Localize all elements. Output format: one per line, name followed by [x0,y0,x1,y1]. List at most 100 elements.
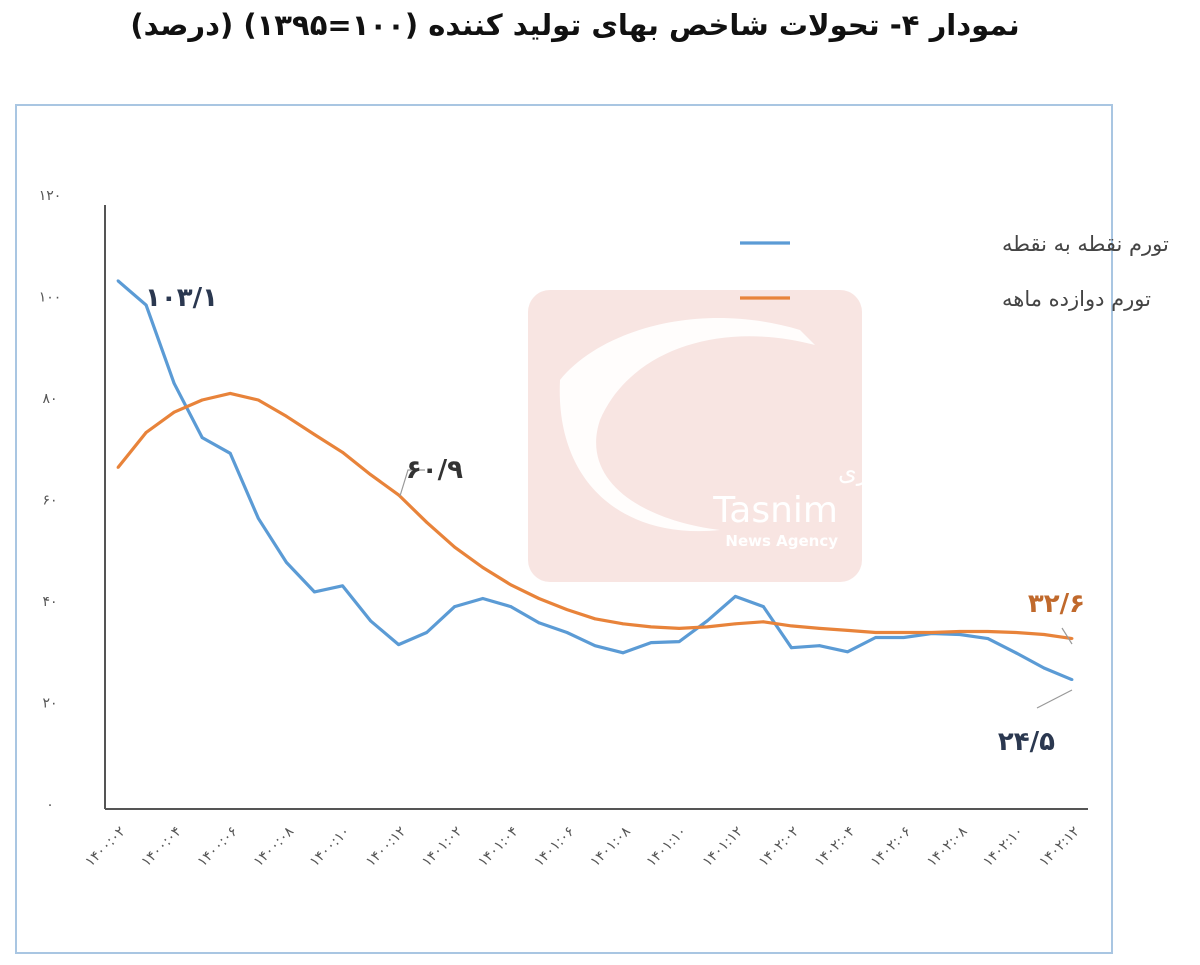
data-point [986,637,990,640]
data-point [369,619,372,623]
data-point [1070,678,1074,682]
data-label: ۱۰۳/۱ [145,283,218,313]
x-tick-label: ۱۴۰۱:۱۲ [700,824,747,871]
y-tick-label: ۱۰۰ [39,290,62,306]
data-point [790,646,793,650]
data-point [1014,651,1018,655]
data-point [1070,637,1074,640]
x-tick-label: ۱۴۰۰:۰۲ [82,824,129,871]
data-point [200,436,204,439]
y-tick-label: ۰ [46,797,54,813]
x-tick-label: ۱۴۰۱:۰۴ [475,824,522,871]
data-point [284,561,288,564]
data-point [621,622,625,626]
data-point [537,621,541,625]
data-point [790,624,793,628]
x-tick-label: ۱۴۰۲:۰۲ [756,824,803,871]
data-point [116,279,120,283]
data-point [874,631,878,634]
data-point [200,398,204,402]
data-point [481,566,485,569]
data-point [228,451,232,455]
data-label: ۲۴/۵ [998,727,1055,757]
data-point [537,597,541,600]
data-point [649,625,653,629]
x-tick-label: ۱۴۰۰:۰۴ [138,824,185,871]
legend-label-2: تورم دوازده ماهه [1002,287,1151,311]
data-point [593,644,597,648]
x-tick-label: ۱۴۰۰:۰۸ [251,823,298,870]
data-point [565,631,569,634]
x-tick-label: ۱۴۰۲:۰۴ [812,824,859,871]
data-point [818,627,821,630]
data-point [677,640,681,643]
chart-frame [15,104,1113,954]
legend-label-1: تورم نقطه به نقطه [1002,232,1169,256]
watermark-text-en: Tasnim [712,490,838,531]
data-point [341,584,344,588]
y-tick-label: ۱۲۰ [39,188,62,204]
annotation-leader [1036,689,1073,709]
data-point [425,520,429,524]
x-tick-label: ۱۴۰۲:۱۰ [980,824,1027,871]
data-point [705,619,709,623]
data-point [256,516,260,520]
data-point [228,392,232,395]
data-point [649,641,653,645]
watermark-text-fa: خبرگزاری [838,458,935,486]
data-point [874,636,878,639]
data-point [509,605,513,608]
data-point [733,622,737,626]
annotation-leader [399,469,425,497]
data-point [677,627,681,630]
data-point [256,398,260,402]
data-point [1014,631,1018,634]
x-tick-label: ۱۴۰۲:۰۸ [924,823,971,870]
data-point [341,450,344,454]
data-point [902,636,906,639]
data-point [313,590,316,594]
data-point [284,414,288,418]
data-point [986,630,990,633]
data-point [902,631,906,634]
data-point [144,303,148,307]
x-tick-label: ۱۴۰۰:۱۰ [307,824,354,871]
data-point [1042,633,1046,636]
data-point [818,644,821,648]
data-point [453,545,457,549]
x-tick-label: ۱۴۰۱:۰۶ [531,824,578,871]
watermark-text-sub: News Agency [725,532,838,550]
y-tick-label: ۴۰ [42,594,57,610]
data-point [144,431,148,434]
data-point [565,608,569,612]
x-tick-label: ۱۴۰۰:۱۲ [363,824,410,871]
x-tick-label: ۱۴۰۱:۱۰ [643,824,690,871]
data-point [172,410,176,414]
data-point [509,583,513,587]
data-point [761,620,765,624]
data-point [453,605,457,608]
watermark-logo-shape [559,318,815,532]
data-point [313,433,316,436]
data-point [705,625,709,629]
data-point [481,597,485,600]
data-point [116,466,120,469]
y-tick-label: ۲۰ [42,696,57,712]
data-point [846,650,849,654]
x-tick-label: ۱۴۰۰:۰۶ [195,824,242,871]
x-tick-label: ۱۴۰۲:۰۶ [868,824,915,871]
data-point [397,643,400,647]
data-point [846,629,849,632]
data-label: ۶۰/۹ [406,455,463,485]
annotation-leader [1061,627,1073,645]
data-label: ۳۲/۶ [1028,589,1085,619]
y-tick-label: ۶۰ [42,493,57,509]
chart-title: نمودار ۴- تحولات شاخص بهای تولید کننده (… [130,8,1020,42]
data-point [1042,666,1046,670]
y-tick-label: ۸۰ [42,391,57,407]
x-tick-label: ۱۴۰۱:۰۸ [587,823,634,870]
data-point [172,381,176,385]
data-point [930,631,934,634]
data-point [621,651,625,655]
